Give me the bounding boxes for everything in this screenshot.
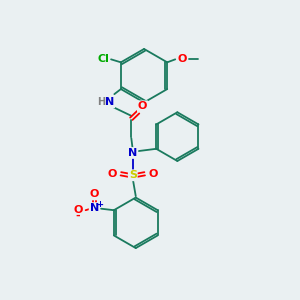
Text: O: O <box>90 189 99 200</box>
Text: N: N <box>128 148 137 158</box>
Text: -: - <box>76 211 80 220</box>
Text: O: O <box>148 169 158 179</box>
Text: H: H <box>97 97 105 107</box>
Text: +: + <box>96 200 103 209</box>
Text: N: N <box>90 203 99 213</box>
Text: N: N <box>105 98 114 107</box>
Text: O: O <box>138 101 147 111</box>
Text: O: O <box>73 205 83 215</box>
Text: S: S <box>129 170 137 180</box>
Text: Cl: Cl <box>97 54 109 64</box>
Text: O: O <box>108 169 117 179</box>
Text: O: O <box>177 54 187 64</box>
